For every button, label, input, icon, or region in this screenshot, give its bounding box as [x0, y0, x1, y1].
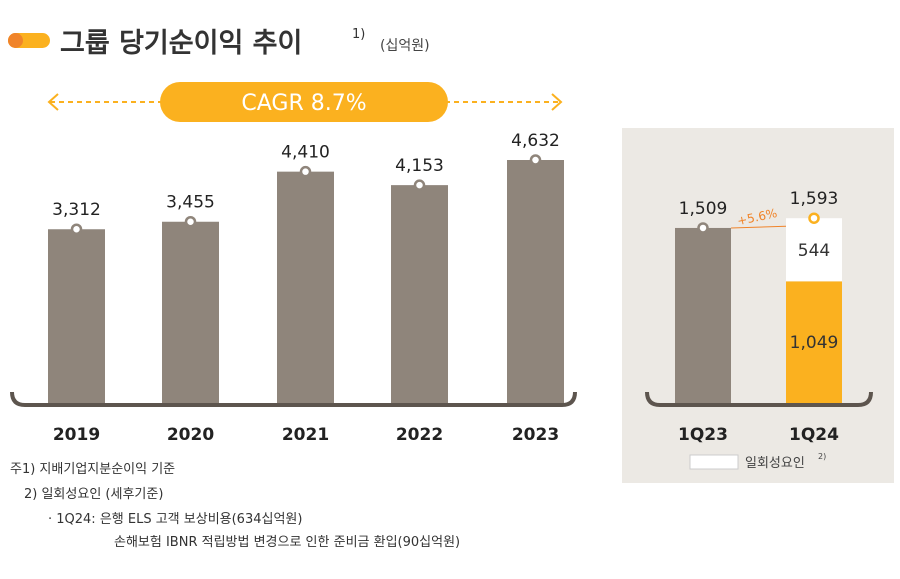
note-4: 손해보험 IBNR 적립방법 변경으로 인한 준비금 환입(90십억원) — [114, 535, 461, 550]
unit-label: (십억원) — [380, 38, 430, 54]
bar-marker — [184, 215, 197, 228]
segment-label: 544 — [798, 241, 830, 261]
total-marker — [808, 212, 820, 224]
cagr-badge — [160, 82, 448, 122]
bar-2019 — [48, 229, 105, 403]
quarter-axis — [645, 391, 873, 407]
bar-2021 — [277, 171, 334, 403]
arrow-left-icon — [47, 93, 59, 111]
note-2: 2) 일회성요인 (세후기준) — [24, 487, 164, 502]
legend-label: 일회성요인 — [745, 456, 805, 471]
annual-axis — [10, 391, 577, 407]
x-tick-label: 2019 — [53, 425, 100, 445]
title-footnote: 1) — [352, 27, 365, 42]
bar-1Q24-one-off — [786, 218, 842, 282]
chart-title: 그룹 당기순이익 추이 — [60, 28, 302, 59]
x-tick-label: 2022 — [396, 425, 443, 445]
legend-swatch — [689, 454, 739, 470]
title-bullet-dot — [8, 33, 23, 48]
data-label: 3,455 — [166, 193, 215, 213]
x-tick-label: 2021 — [282, 425, 329, 445]
total-label: 1,593 — [790, 189, 839, 209]
bar-1Q23 — [675, 227, 731, 403]
data-label: 4,153 — [395, 156, 444, 176]
bar-2023 — [507, 160, 564, 403]
data-label: 4,632 — [511, 131, 560, 151]
bar-marker — [413, 179, 426, 191]
cagr-label: CAGR 8.7% — [241, 91, 366, 116]
legend-footnote: 2) — [818, 452, 826, 461]
bar-2020 — [162, 221, 219, 403]
bar-marker — [299, 165, 312, 178]
x-tick-label: 1Q24 — [789, 425, 839, 445]
quarterly-panel — [622, 128, 894, 483]
bar-marker — [529, 154, 542, 166]
segment-label: 1,049 — [790, 333, 839, 353]
growth-line — [730, 225, 787, 229]
bar-1Q24-base — [786, 281, 842, 403]
x-tick-label: 2020 — [167, 425, 214, 445]
bar-marker — [70, 223, 83, 235]
x-tick-label: 2023 — [512, 425, 559, 445]
note-3: · 1Q24: 은행 ELS 고객 보상비용(634십억원) — [48, 512, 303, 527]
data-label: 4,410 — [281, 143, 330, 163]
arrow-right-icon — [551, 93, 563, 111]
total-label: 1,509 — [679, 199, 728, 219]
bar-2022 — [391, 185, 448, 403]
bar-marker — [697, 222, 709, 234]
note-1: 주1) 지배기업지분순이익 기준 — [10, 462, 176, 477]
data-label: 3,312 — [52, 200, 101, 220]
x-tick-label: 1Q23 — [678, 425, 728, 445]
